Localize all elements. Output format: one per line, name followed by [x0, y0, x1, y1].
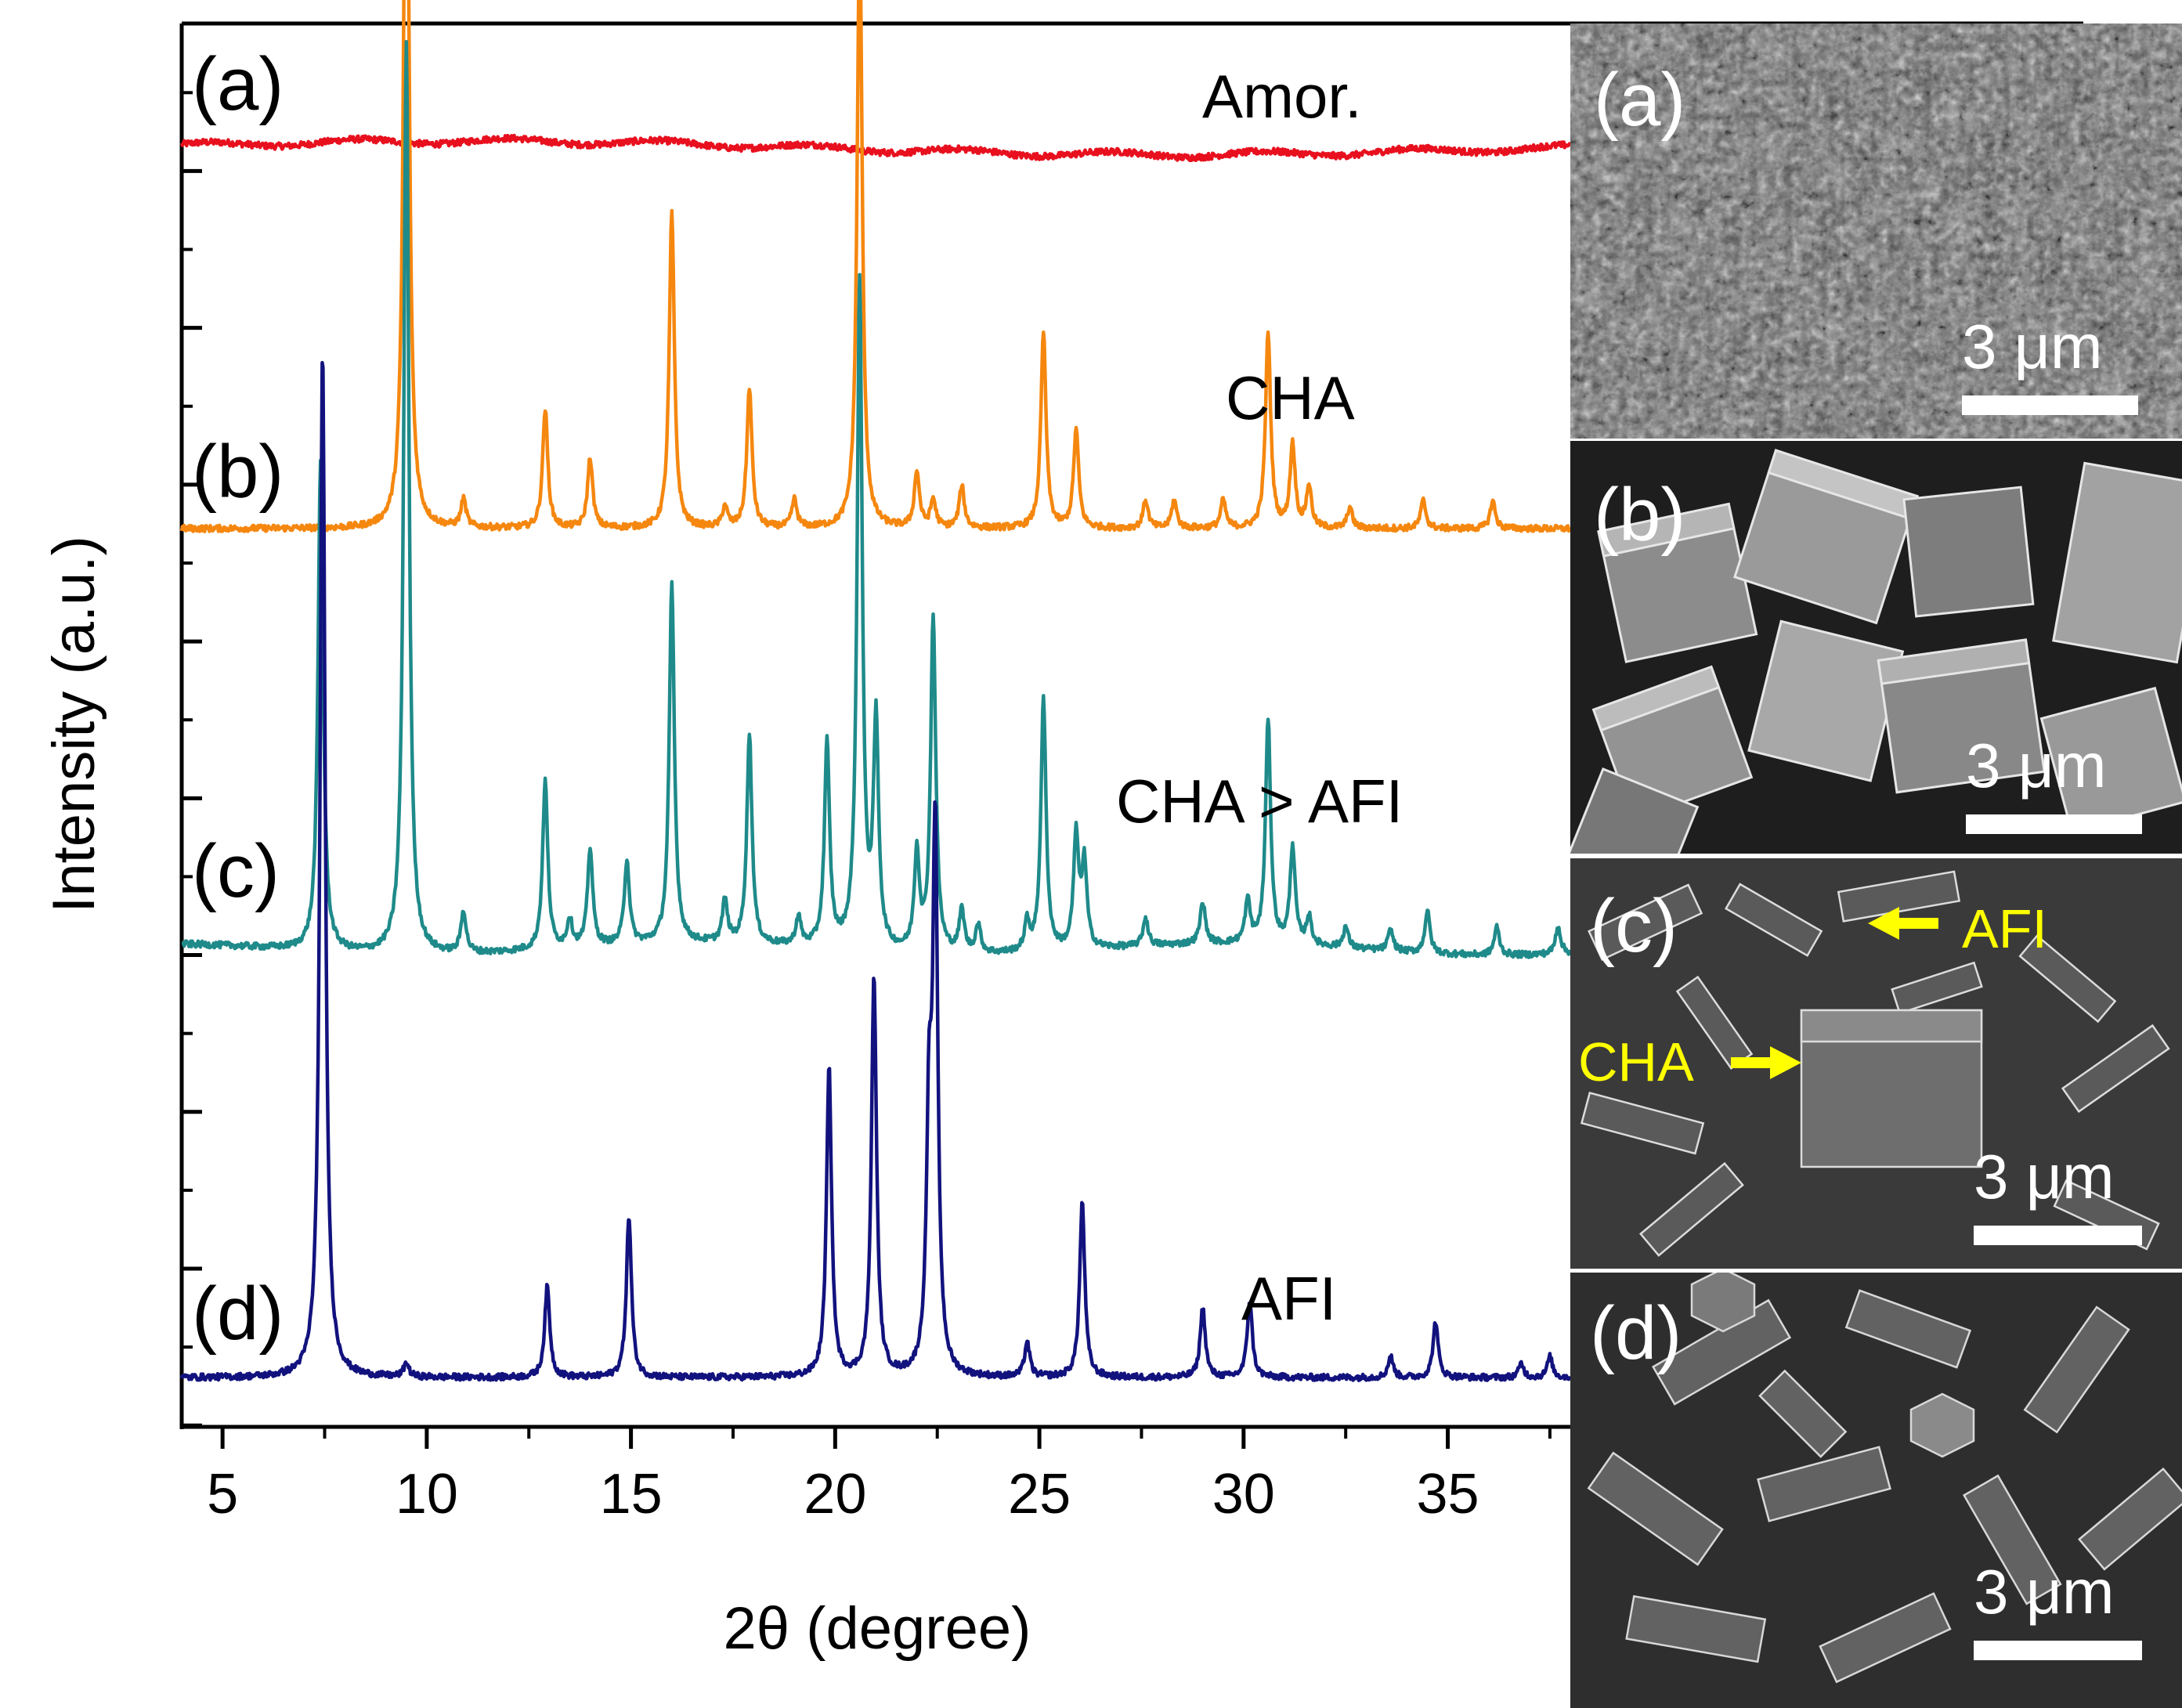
x-tick-label-25: 25 [1008, 1463, 1071, 1526]
cha-arrow-label: CHA [1578, 1031, 1694, 1092]
phase-label-afi: AFI [1241, 1264, 1336, 1333]
x-tick-label-15: 15 [600, 1463, 663, 1526]
x-tick-label-10: 10 [396, 1463, 458, 1526]
scale-bar-label-c: 3 μm [1974, 1142, 2114, 1211]
panel-label-d: (d) [192, 1272, 284, 1356]
sem-label-c: (c) [1590, 884, 1678, 968]
x-tick-label-5: 5 [207, 1463, 238, 1526]
trace-series-c [180, 39, 1572, 959]
xrd-chart: 5 10 15 20 25 30 35 2θ (degree) Intensity (a.u… [41, 0, 2083, 1662]
phase-label-amor: Amor. [1202, 62, 1362, 131]
traces [179, 0, 1573, 1382]
scale-bar-b [1966, 814, 2142, 834]
panel-label-b: (b) [192, 430, 284, 514]
sem-image-c: (c) AFI CHA 3 μm [1570, 858, 2182, 1269]
panel-label-a: (a) [192, 42, 284, 126]
phase-label-cha: CHA [1226, 363, 1355, 432]
panel-label-c: (c) [192, 829, 280, 913]
x-axis-title: 2θ (degree) [724, 1595, 1031, 1662]
trace-series-d [179, 360, 1572, 1382]
scale-bar-label-a: 3 μm [1962, 312, 2102, 381]
x-tick-label-20: 20 [804, 1463, 866, 1526]
afi-arrow: AFI [1868, 898, 2047, 959]
scale-bar-c [1974, 1226, 2142, 1245]
sem-label-d: (d) [1590, 1291, 1682, 1375]
cha-arrow: CHA [1578, 1031, 1801, 1092]
x-tick-label-35: 35 [1417, 1463, 1479, 1526]
sem-image-d: (d) 3 μm [1570, 1273, 2182, 1708]
trace-series-a [179, 133, 1573, 162]
scale-bar-label-d: 3 μm [1974, 1557, 2114, 1627]
y-ticks [182, 91, 202, 1428]
afi-arrow-label: AFI [1962, 898, 2047, 959]
scale-bar-label-b: 3 μm [1966, 731, 2106, 800]
phase-label-cha-afi: CHA > AFI [1116, 767, 1403, 836]
scale-bar-a [1962, 395, 2138, 415]
sem-label-a: (a) [1594, 58, 1685, 142]
scale-bar-d [1974, 1641, 2142, 1660]
x-ticks [220, 1427, 1552, 1449]
sem-image-a: (a) 3 μm [1570, 23, 2182, 439]
x-tick-label-30: 30 [1212, 1463, 1275, 1526]
sem-label-b: (b) [1594, 473, 1685, 557]
sem-image-b: (b) 3 μm [1570, 441, 2182, 854]
x-tick-labels: 5 10 15 20 25 30 35 [207, 1463, 1479, 1526]
trace-series-b [179, 0, 1572, 533]
y-axis-title: Intensity (a.u.) [41, 536, 107, 913]
